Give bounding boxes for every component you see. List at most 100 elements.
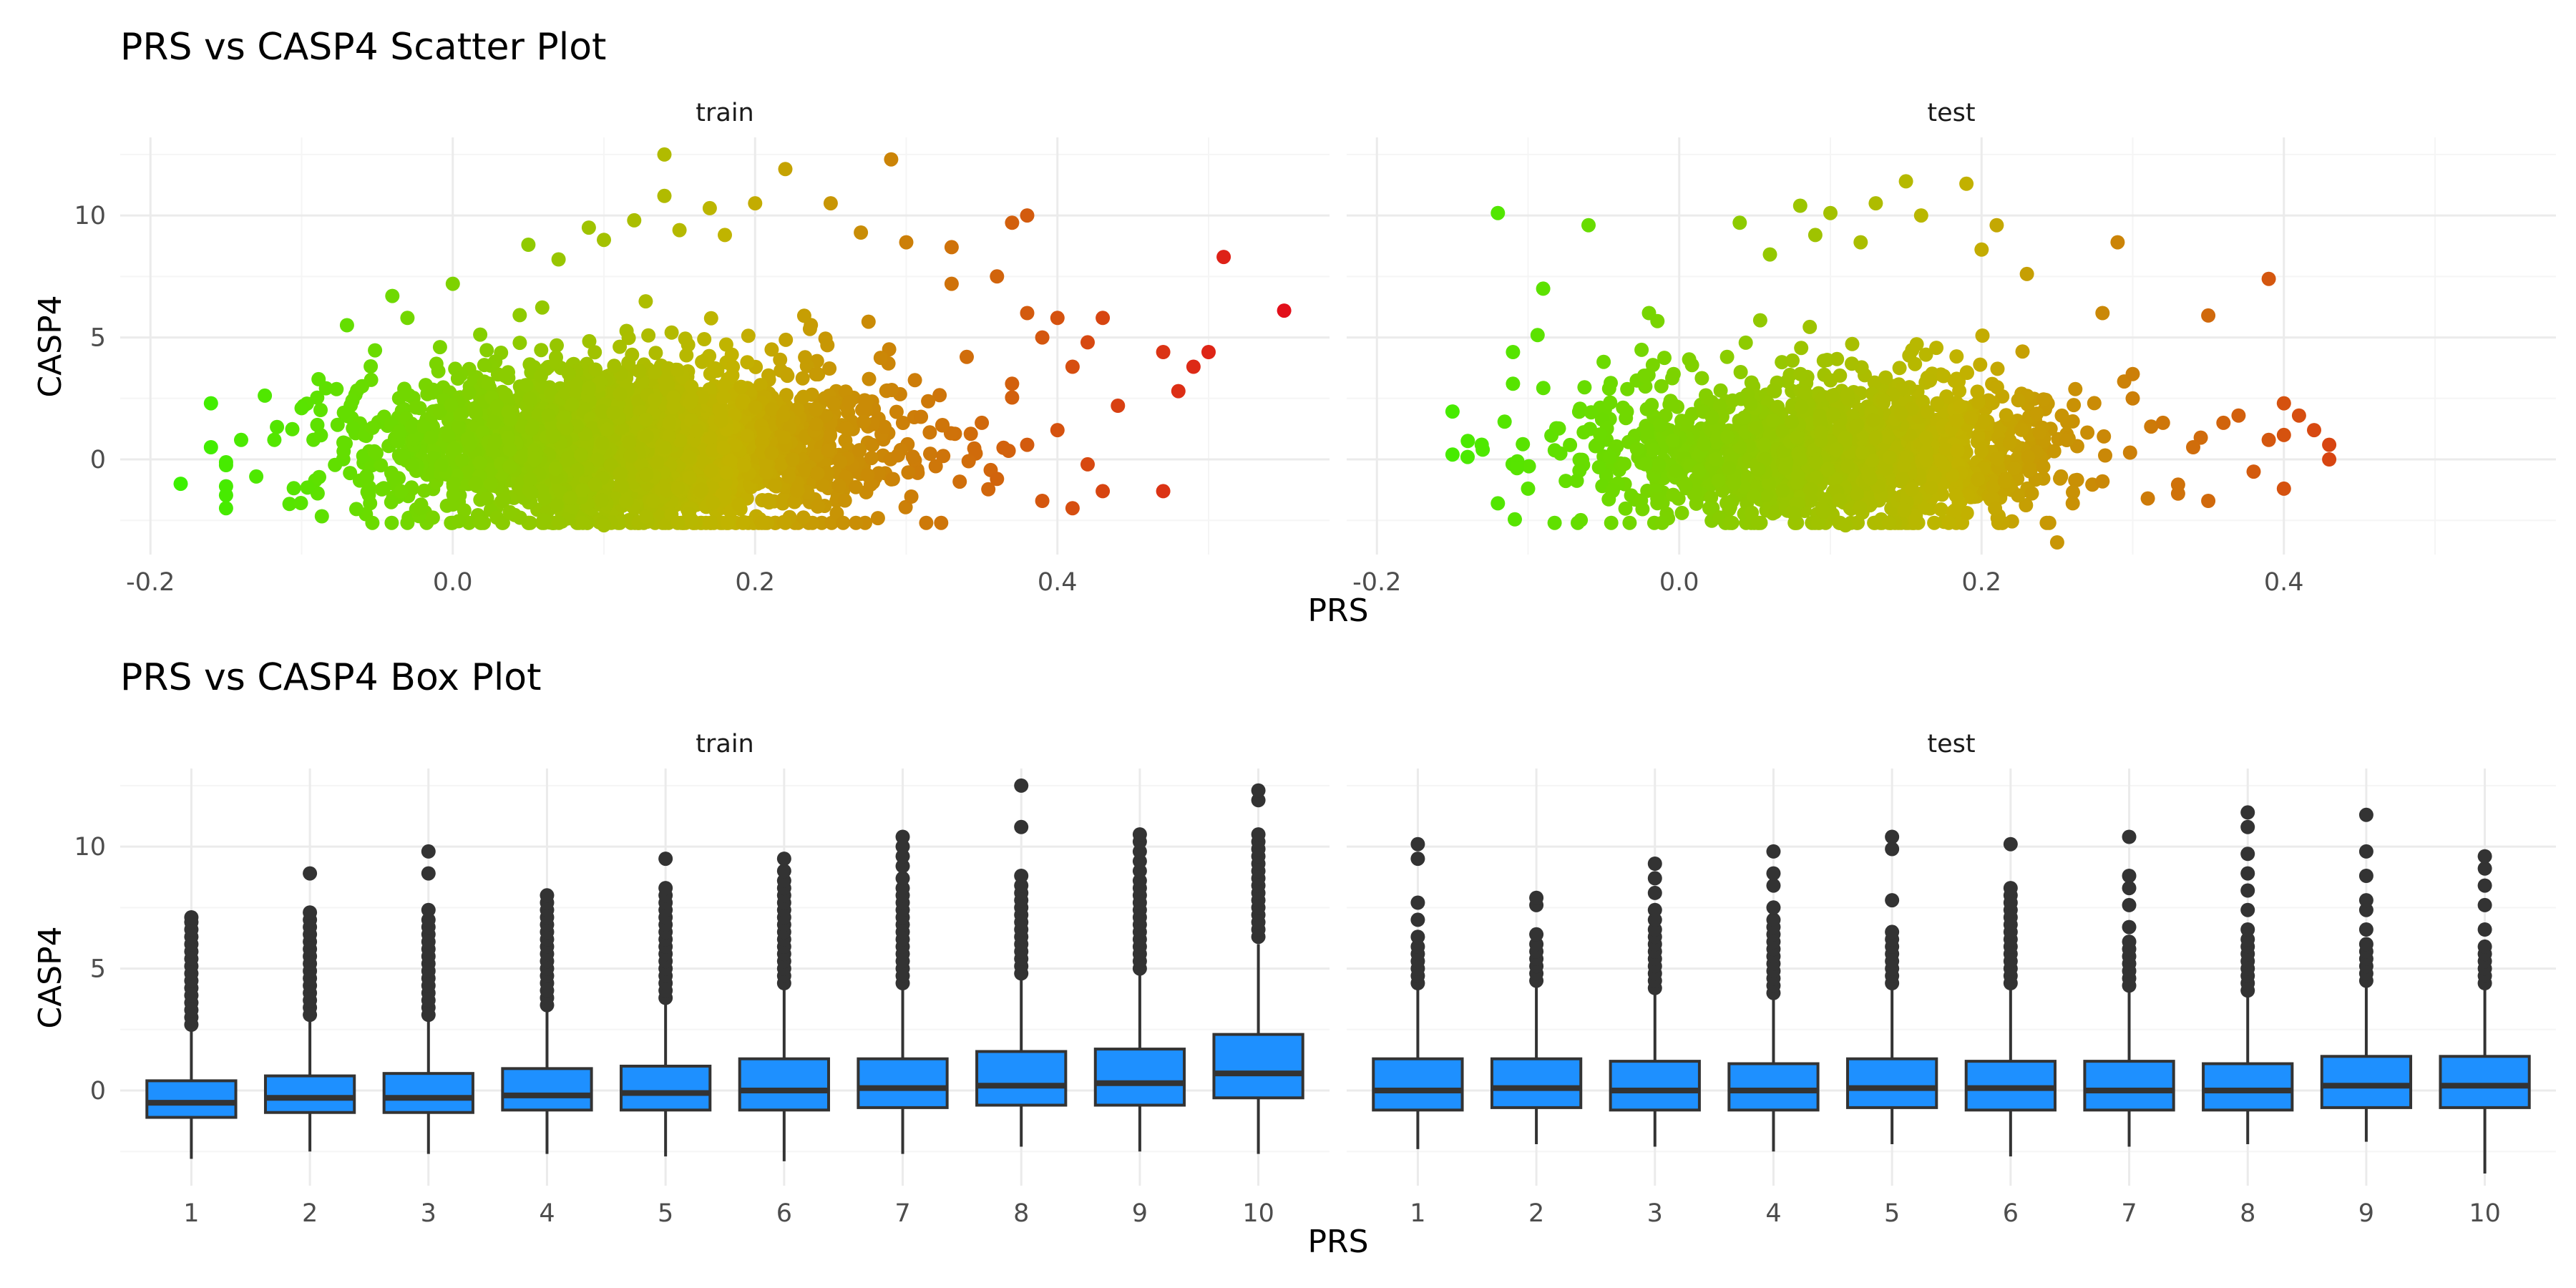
scatter-point — [249, 469, 264, 484]
scatter-point — [1536, 281, 1551, 296]
scatter-point — [1713, 383, 1728, 398]
scatter-point — [613, 339, 628, 354]
scatter-point — [2067, 398, 2082, 413]
scatter-point — [1460, 434, 1475, 449]
scatter-point — [849, 479, 863, 494]
scatter-point — [1111, 399, 1126, 413]
scatter-point — [638, 412, 653, 427]
scatter-point — [1571, 404, 1586, 419]
box-outlier — [1014, 869, 1029, 883]
scatter-point — [2011, 488, 2026, 503]
scatter-point — [1828, 472, 1843, 487]
x-tick-label: 9 — [2358, 1199, 2374, 1228]
scatter-point — [374, 482, 389, 497]
scatter-point — [1584, 405, 1599, 420]
scatter-point — [670, 362, 685, 377]
scatter-point — [2276, 396, 2291, 411]
scatter-point — [809, 448, 824, 463]
scatter-point — [1789, 430, 1804, 445]
scatter-point — [960, 349, 974, 364]
scatter-point — [679, 348, 694, 363]
scatter-point — [426, 382, 440, 397]
scatter-point — [1908, 356, 1923, 371]
scatter-point — [600, 422, 615, 437]
scatter-point — [1850, 487, 1864, 502]
box-outlier — [1766, 900, 1781, 915]
y-tick-label: 10 — [74, 833, 106, 862]
scatter-point — [528, 450, 543, 465]
scatter-point — [914, 409, 929, 424]
scatter-point — [1863, 471, 1878, 486]
scatter-point — [638, 294, 653, 309]
scatter-point — [861, 314, 876, 329]
scatter-point — [369, 446, 384, 461]
scatter-point — [1516, 436, 1531, 452]
scatter-point — [1547, 443, 1562, 458]
scatter-point — [519, 378, 534, 393]
scatter-point — [1766, 383, 1781, 398]
scatter-point — [1929, 341, 1944, 356]
scatter-point — [2122, 445, 2137, 460]
scatter-point — [1973, 357, 1988, 372]
scatter-point — [300, 480, 315, 495]
scatter-point — [1020, 208, 1035, 223]
y-tick-label: 10 — [74, 202, 106, 230]
scatter-point — [1722, 461, 1737, 475]
scatter-point — [2049, 535, 2064, 550]
scatter-point — [1708, 452, 1723, 467]
box-outlier — [776, 864, 791, 879]
scatter-point — [552, 515, 566, 530]
x-tick-label: 9 — [1132, 1199, 1148, 1228]
scatter-point — [548, 462, 563, 477]
scatter-point — [573, 447, 588, 462]
scatter-point — [1848, 419, 1863, 434]
scatter-point — [1035, 330, 1050, 345]
scatter-point — [386, 470, 401, 485]
box-outlier — [2240, 819, 2255, 834]
scatter-point — [1733, 365, 1748, 379]
scatter-point — [831, 479, 847, 493]
scatter-point — [837, 493, 852, 508]
scatter-point — [1808, 455, 1823, 470]
scatter-point — [2098, 448, 2112, 463]
scatter-point — [2036, 459, 2051, 474]
box-outlier — [421, 844, 436, 859]
scatter-point — [1838, 431, 1853, 446]
scatter-point — [1065, 501, 1080, 516]
scatter-point — [451, 420, 466, 435]
scatter-point — [1629, 441, 1644, 457]
scatter-point — [1641, 306, 1657, 321]
scatter-point — [522, 482, 537, 497]
scatter-point — [1634, 493, 1649, 508]
scatter-point — [1950, 444, 1965, 458]
box-iqr — [857, 1057, 949, 1109]
box-outlier — [2477, 861, 2492, 876]
scatter-point — [368, 343, 383, 358]
scatter-point — [1845, 336, 1860, 351]
scatter-point — [363, 496, 378, 511]
scatter-point — [1605, 483, 1620, 498]
scatter-point — [2087, 396, 2102, 411]
box-outlier — [2477, 922, 2492, 937]
scatter-point — [823, 196, 838, 211]
scatter-point — [990, 472, 1005, 487]
scatter-point — [809, 367, 824, 382]
scatter-point — [487, 414, 502, 429]
scatter-point — [1999, 408, 2014, 423]
x-tick-label: 3 — [1647, 1199, 1663, 1228]
scatter-point — [673, 433, 688, 448]
scatter-point — [1745, 505, 1760, 520]
scatter-point — [1949, 414, 1964, 429]
scatter-point — [619, 494, 634, 509]
scatter-point — [1911, 515, 1926, 530]
scatter-point — [689, 424, 704, 439]
scatter-point — [623, 449, 638, 464]
scatter-point — [919, 515, 934, 530]
scatter-point — [1674, 505, 1689, 520]
scatter-point — [330, 417, 345, 432]
scatter-point — [1853, 500, 1868, 515]
scatter-point — [462, 386, 477, 401]
scatter-point — [796, 389, 811, 404]
scatter-point — [1669, 463, 1684, 478]
